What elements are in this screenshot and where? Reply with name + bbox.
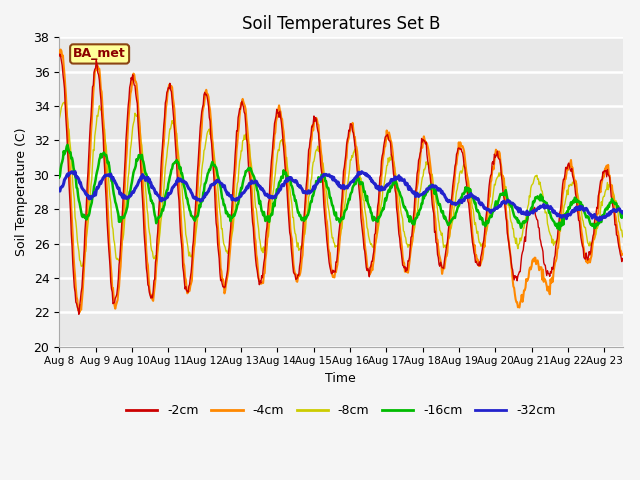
Legend: -2cm, -4cm, -8cm, -16cm, -32cm: -2cm, -4cm, -8cm, -16cm, -32cm <box>121 399 561 422</box>
Title: Soil Temperatures Set B: Soil Temperatures Set B <box>242 15 440 33</box>
Text: BA_met: BA_met <box>73 48 126 60</box>
X-axis label: Time: Time <box>326 372 356 385</box>
Y-axis label: Soil Temperature (C): Soil Temperature (C) <box>15 128 28 256</box>
